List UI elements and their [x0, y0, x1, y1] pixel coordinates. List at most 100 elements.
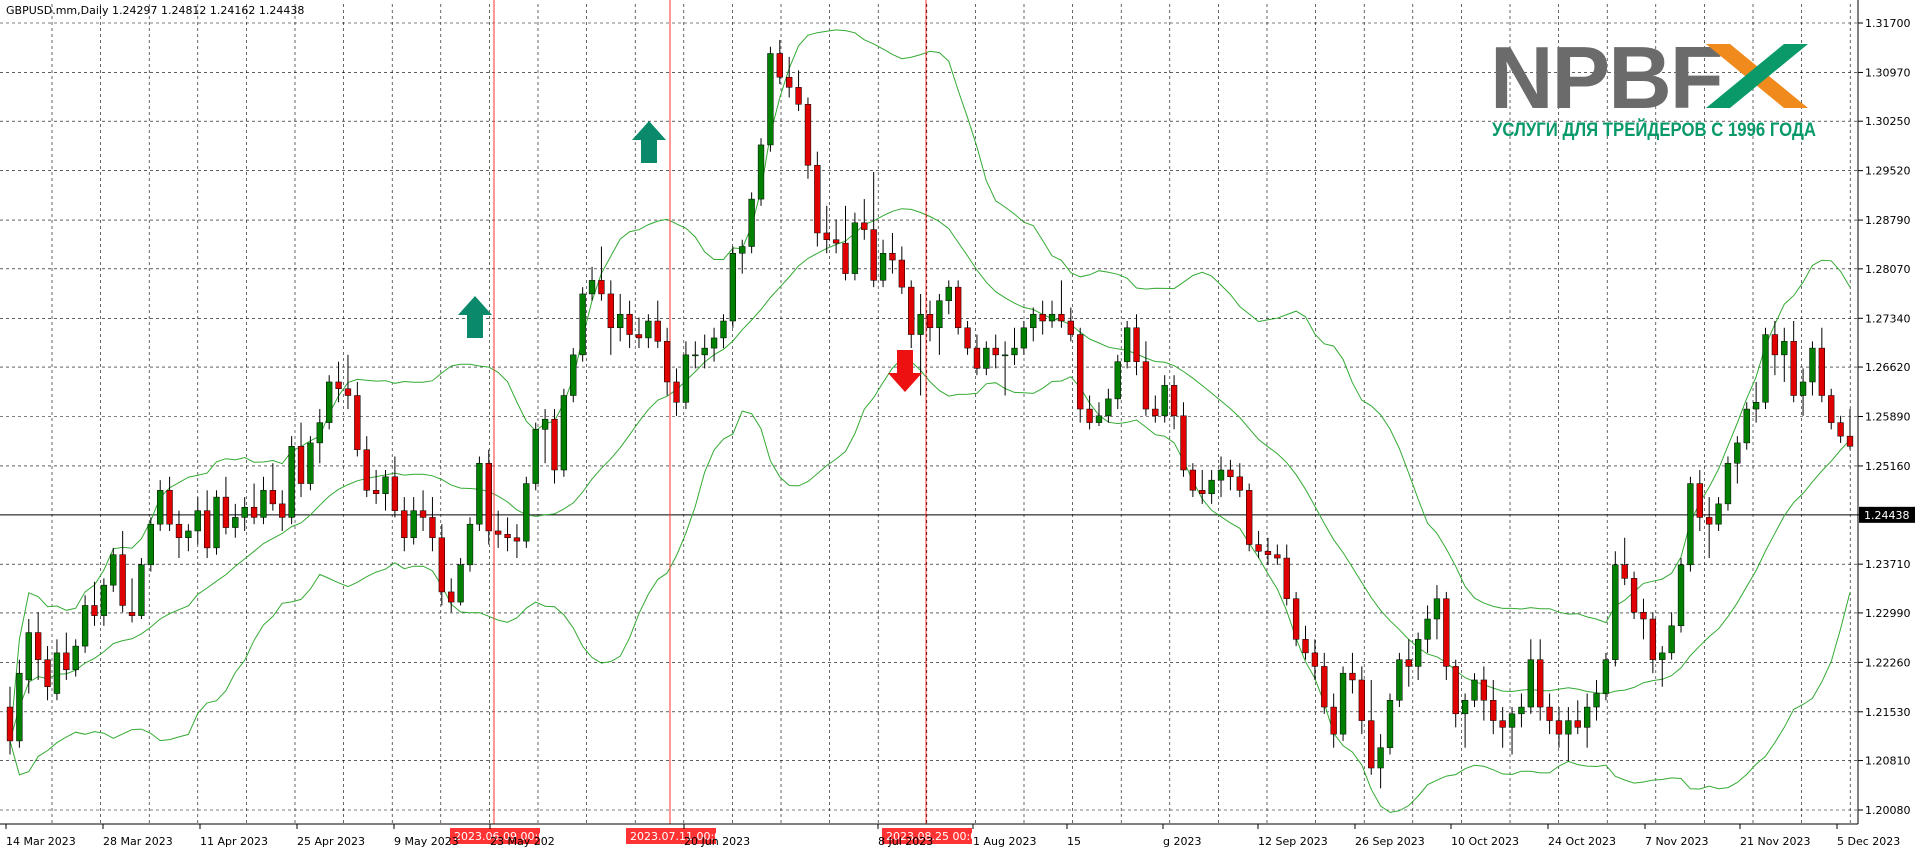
candle-bear [673, 381, 680, 403]
candle-bull [917, 313, 924, 335]
candle-bear [1574, 720, 1581, 728]
chart-header: GBPUSD.mm,Daily 1.24297 1.24812 1.24162 … [6, 4, 304, 17]
candle-bull [1527, 659, 1534, 708]
arrow-up-icon [458, 296, 492, 338]
x-tick-label: g 2023 [1163, 835, 1201, 848]
candle-bear [898, 259, 905, 288]
y-tick-label: 1.25890 [1865, 411, 1911, 424]
candle-bull [1565, 720, 1572, 735]
logo-x-mark [1706, 44, 1808, 108]
candle-bull [1217, 469, 1225, 481]
y-tick-label: 1.30250 [1865, 115, 1911, 128]
candle-bear [401, 510, 408, 538]
candle-bull [307, 442, 314, 484]
y-tick-label: 1.28790 [1865, 214, 1911, 227]
candle-bear [297, 446, 305, 484]
candle-bull [1105, 398, 1112, 417]
candle-bear [626, 313, 633, 335]
candle-bull [682, 354, 690, 403]
y-tick-label: 1.20810 [1865, 755, 1911, 768]
candle-bull [1030, 313, 1037, 329]
candle-bear [1846, 435, 1854, 447]
candle-bear [513, 537, 521, 542]
candle-bear [1321, 666, 1328, 708]
candle-bear [485, 462, 492, 532]
candle-bull [1602, 659, 1610, 694]
candle-bear [1311, 652, 1319, 667]
x-tick-label: 12 Sep 2023 [1258, 835, 1328, 848]
candle-bull [1020, 327, 1028, 349]
candle-bull [1715, 503, 1722, 525]
candle-bear [1170, 385, 1178, 417]
candle-bull [185, 530, 192, 538]
candle-bear [1133, 327, 1140, 362]
candle-bull [1095, 415, 1103, 423]
candle-bear [598, 280, 605, 295]
candle-bull [1799, 381, 1807, 396]
candle-bear [1771, 334, 1779, 356]
candle-bull [1668, 625, 1675, 654]
candle-bull [1339, 672, 1347, 735]
candle-bear [1236, 476, 1243, 491]
candle-bull [72, 645, 79, 671]
candle-bull [1583, 706, 1591, 728]
candle-bull [476, 462, 483, 525]
candle-bear [973, 347, 981, 369]
candle-bull [110, 554, 117, 586]
candle-bear [44, 659, 51, 687]
candle-bear [776, 53, 783, 78]
y-tick-label: 1.22990 [1865, 607, 1911, 620]
candle-bull [1415, 639, 1422, 667]
candle-bear [6, 706, 14, 742]
candle-bear [1537, 659, 1544, 708]
candle-bear [795, 87, 802, 105]
x-tick-label: 7 Nov 2023 [1645, 835, 1708, 848]
candle-bear [1086, 408, 1093, 423]
candle-bear [1546, 706, 1553, 721]
candle-bear [1142, 361, 1150, 410]
candle-bear [814, 164, 821, 234]
candle-bull [260, 490, 267, 518]
candle-bear [1452, 666, 1459, 715]
candle-bull [645, 320, 652, 339]
candle-bear [119, 554, 126, 606]
candle-bear [372, 490, 380, 494]
candle-bear [391, 476, 399, 511]
candle-bear [354, 395, 361, 450]
candle-bear [1199, 490, 1206, 494]
candle-bear [1368, 720, 1375, 769]
candle-bull [241, 507, 248, 518]
candle-bull [1471, 679, 1478, 701]
candle-bull [1659, 652, 1666, 660]
y-tick-label: 1.27340 [1865, 312, 1911, 325]
candle-bear [908, 286, 915, 335]
candle-bear [1077, 334, 1084, 410]
x-tick-label: 23 May 202 [490, 835, 555, 848]
candle-bear [1405, 659, 1412, 667]
date-marker-label: 2023.07.11 00:00 [630, 830, 728, 843]
candle-bull [541, 418, 549, 430]
candle-bear [1264, 551, 1272, 555]
x-tick-label: 14 Mar 2023 [6, 835, 76, 848]
candle-bull [1424, 618, 1431, 640]
candle-bear [1255, 544, 1262, 552]
x-tick-label: 24 Oct 2023 [1548, 835, 1616, 848]
candle-bull [523, 483, 530, 542]
candle-bull [1724, 462, 1732, 505]
candle-bear [1358, 679, 1365, 721]
candle-bear [551, 418, 558, 471]
candle-bear [1837, 422, 1844, 437]
y-tick-label: 1.22260 [1865, 656, 1911, 669]
candle-bull [1433, 598, 1441, 620]
candle-bull [1781, 341, 1788, 356]
x-tick-label: 11 Apr 2023 [200, 835, 268, 848]
y-tick-label: 1.26620 [1865, 361, 1911, 374]
candle-bull [1762, 334, 1769, 403]
candle-bull [1677, 564, 1685, 627]
candle-bear [1696, 483, 1703, 518]
candle-bull [1001, 354, 1009, 357]
candle-bull [692, 354, 699, 357]
candle-bear [1443, 598, 1450, 667]
